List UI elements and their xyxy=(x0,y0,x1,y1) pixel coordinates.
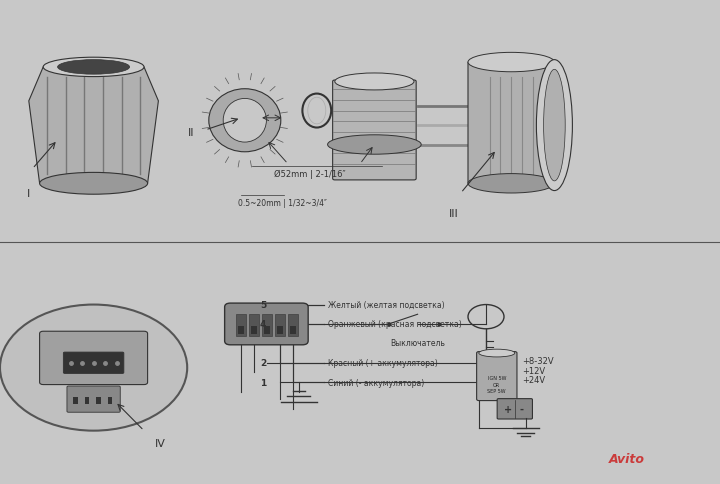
Bar xyxy=(290,327,296,334)
Ellipse shape xyxy=(468,53,554,73)
Ellipse shape xyxy=(479,349,515,357)
Text: Выключатель: Выключатель xyxy=(390,339,445,348)
Text: II: II xyxy=(187,128,194,138)
Text: Красный (+ аккумулятора): Красный (+ аккумулятора) xyxy=(328,359,437,367)
Bar xyxy=(288,315,298,336)
Text: -: - xyxy=(520,404,524,414)
Ellipse shape xyxy=(223,99,266,143)
Text: Синий (- аккумулятора): Синий (- аккумулятора) xyxy=(328,378,424,387)
Bar xyxy=(249,315,259,336)
Text: 2: 2 xyxy=(260,359,266,367)
Ellipse shape xyxy=(544,70,565,182)
Text: 0.5~20mm | 1/32~3/4″: 0.5~20mm | 1/32~3/4″ xyxy=(238,198,326,208)
Bar xyxy=(96,397,101,404)
Ellipse shape xyxy=(43,58,144,77)
Ellipse shape xyxy=(335,74,414,91)
Text: Avito: Avito xyxy=(608,452,644,465)
Text: SEP 5W: SEP 5W xyxy=(487,389,506,393)
Circle shape xyxy=(0,305,187,431)
Text: Желтый (желтая подсветка): Желтый (желтая подсветка) xyxy=(328,301,444,309)
Text: +12V: +12V xyxy=(522,366,545,375)
Bar xyxy=(262,315,272,336)
Bar xyxy=(251,327,257,334)
Polygon shape xyxy=(29,68,158,184)
Text: I: I xyxy=(27,189,30,199)
Ellipse shape xyxy=(328,136,421,155)
Text: 5: 5 xyxy=(260,301,266,309)
Text: +8-32V: +8-32V xyxy=(522,356,554,365)
Text: Ø52mm | 2-1/16″: Ø52mm | 2-1/16″ xyxy=(274,169,346,179)
Bar xyxy=(73,397,78,404)
Bar xyxy=(236,315,246,336)
Bar xyxy=(264,327,270,334)
Ellipse shape xyxy=(468,174,554,194)
Polygon shape xyxy=(468,63,554,184)
Ellipse shape xyxy=(40,173,148,195)
Text: III: III xyxy=(449,208,459,218)
Bar xyxy=(275,315,285,336)
Text: 4: 4 xyxy=(260,320,266,329)
Text: 1: 1 xyxy=(260,378,266,387)
Text: OR: OR xyxy=(493,382,500,387)
FancyBboxPatch shape xyxy=(333,81,416,181)
FancyBboxPatch shape xyxy=(477,352,517,401)
FancyBboxPatch shape xyxy=(40,332,148,385)
Bar xyxy=(108,397,112,404)
FancyBboxPatch shape xyxy=(67,386,120,412)
Bar xyxy=(277,327,283,334)
Text: +: + xyxy=(503,404,512,414)
Text: IGN 5W: IGN 5W xyxy=(487,375,506,380)
Ellipse shape xyxy=(209,90,281,152)
Text: Оранжевый (красная подсветка): Оранжевый (красная подсветка) xyxy=(328,320,462,329)
FancyBboxPatch shape xyxy=(225,303,308,345)
Ellipse shape xyxy=(536,60,572,191)
Text: IV: IV xyxy=(155,438,166,448)
FancyBboxPatch shape xyxy=(63,352,124,374)
Ellipse shape xyxy=(308,98,325,125)
FancyBboxPatch shape xyxy=(498,399,533,419)
Ellipse shape xyxy=(58,60,130,75)
Bar xyxy=(85,397,89,404)
Text: +24V: +24V xyxy=(522,376,545,384)
Bar xyxy=(238,327,244,334)
